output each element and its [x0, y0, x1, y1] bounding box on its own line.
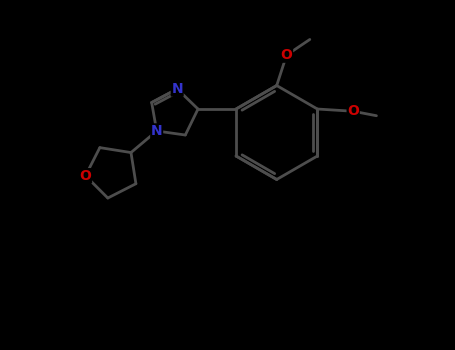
Text: N: N [172, 82, 183, 96]
Text: O: O [281, 48, 293, 62]
Text: O: O [80, 169, 91, 183]
Text: N: N [151, 124, 162, 138]
Text: O: O [347, 104, 359, 118]
